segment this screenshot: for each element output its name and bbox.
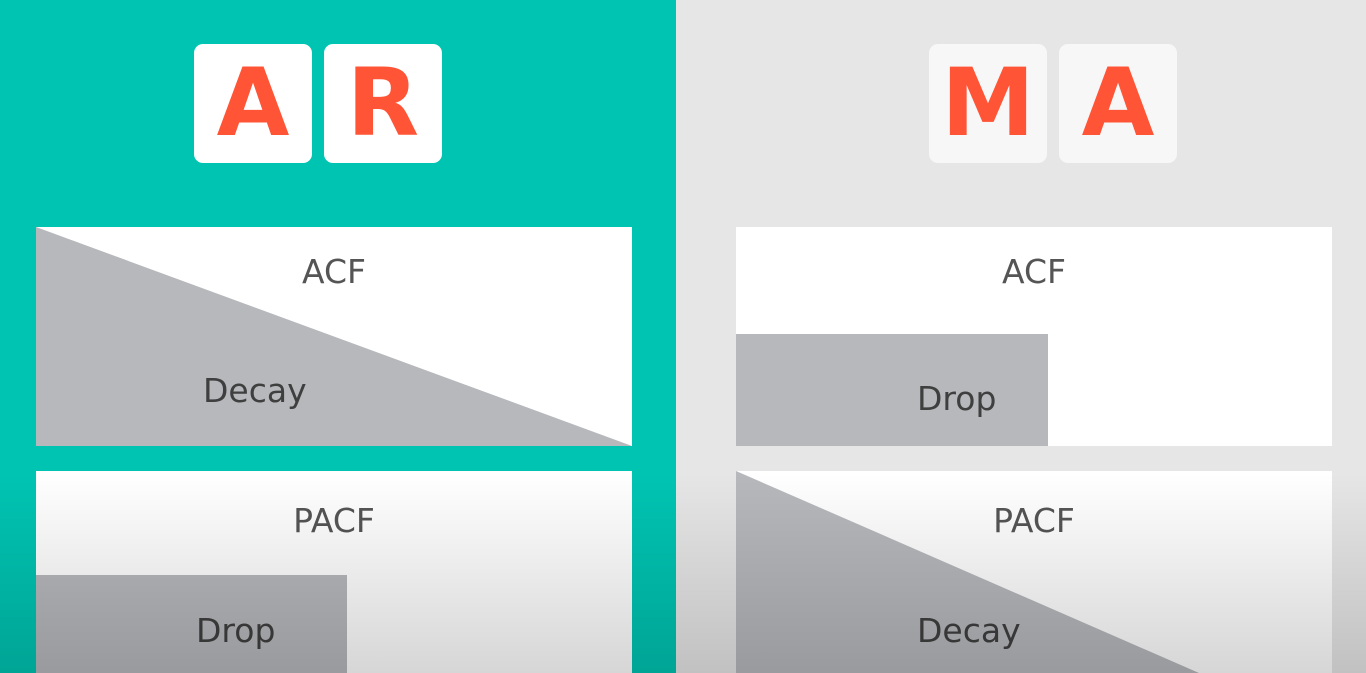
ma-letter-2: A	[1081, 48, 1155, 158]
ar-acf-box: ACF Decay	[36, 227, 632, 446]
ma-pacf-shape	[736, 471, 1200, 673]
ar-letter-tile-2: R	[324, 44, 442, 163]
ar-letter-1: A	[216, 48, 290, 158]
ar-pacf-pattern-label: Drop	[196, 611, 276, 650]
ar-letter-2: R	[346, 48, 420, 158]
ma-pacf-pattern-label: Decay	[917, 611, 1021, 650]
ma-panel: M A ACF Drop PACF Decay	[676, 0, 1366, 673]
ma-acf-shape	[736, 334, 1048, 446]
ma-letter-tile-2: A	[1059, 44, 1177, 163]
ar-acf-decay-triangle	[36, 227, 632, 446]
ma-letter-1: M	[941, 48, 1035, 158]
ar-acf-title: ACF	[301, 252, 367, 291]
ma-pacf-title: PACF	[993, 501, 1075, 540]
ma-letter-tile-1: M	[929, 44, 1047, 163]
ar-acf-pattern-label: Decay	[203, 371, 307, 410]
ar-pacf-title: PACF	[293, 501, 375, 540]
ar-acf-shape	[36, 227, 632, 446]
ma-acf-title: ACF	[1001, 252, 1067, 291]
ar-pacf-drop-block	[36, 575, 347, 673]
ar-letter-tile-1: A	[194, 44, 312, 163]
ma-acf-drop-block	[736, 334, 1048, 446]
ma-acf-pattern-label: Drop	[917, 379, 997, 418]
ma-pacf-box: PACF Decay	[736, 471, 1332, 673]
ma-acf-box: ACF Drop	[736, 227, 1332, 446]
ar-pacf-shape	[36, 575, 347, 673]
ar-panel: A R ACF Decay PACF Drop	[0, 0, 676, 673]
ar-pacf-box: PACF Drop	[36, 471, 632, 673]
